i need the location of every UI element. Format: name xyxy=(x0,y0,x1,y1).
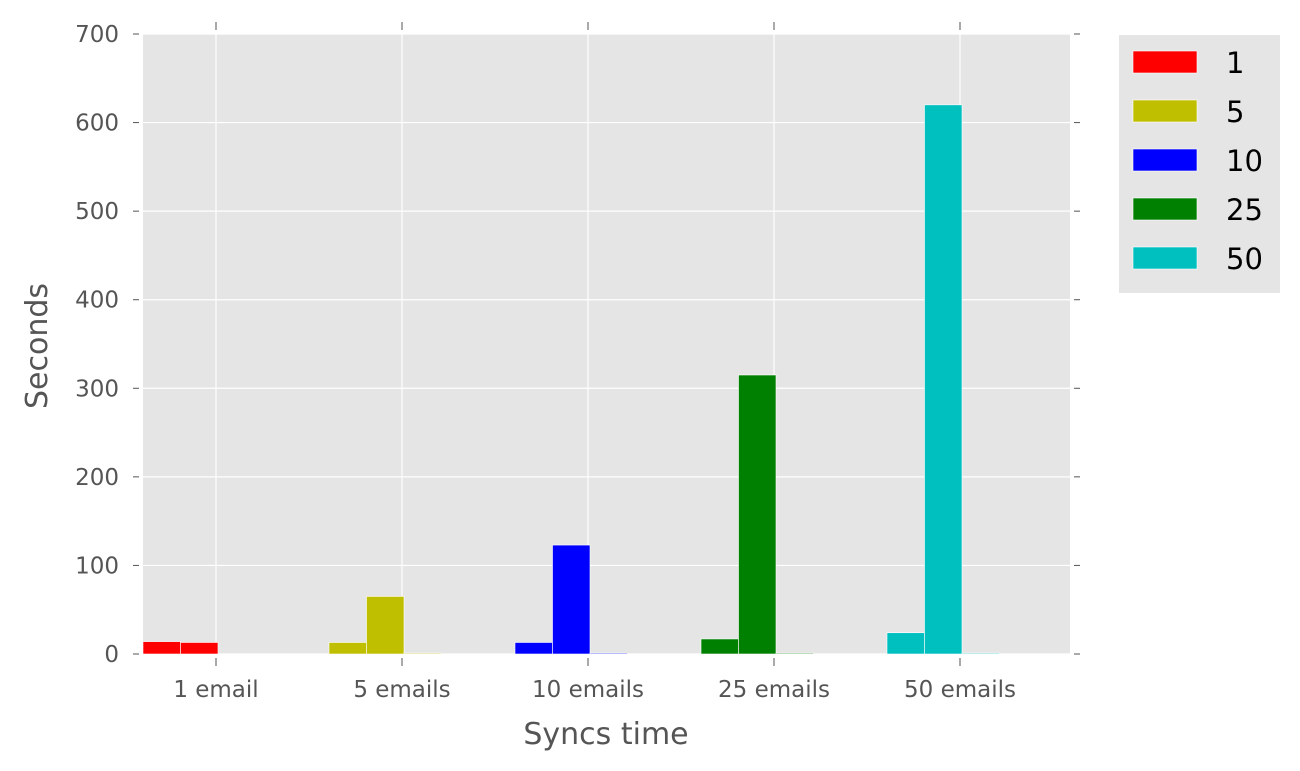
y-tick-label: 300 xyxy=(75,376,119,402)
x-tick-label: 25 emails xyxy=(718,677,830,703)
legend-swatch-1 xyxy=(1132,50,1198,74)
y-tick-label: 200 xyxy=(75,465,119,491)
axis-ticks xyxy=(133,22,1080,666)
legend-label-5: 5 xyxy=(1226,95,1244,129)
y-tick-label: 500 xyxy=(75,199,119,225)
legend-label-10: 10 xyxy=(1226,144,1263,178)
x-tick-label: 5 emails xyxy=(353,677,450,703)
plot-background xyxy=(143,34,1070,654)
bar-50-2 xyxy=(961,652,1000,655)
bar-10-2 xyxy=(589,652,628,655)
y-tick-label: 100 xyxy=(75,553,119,579)
legend-swatch-25 xyxy=(1132,197,1198,221)
bar-50-1 xyxy=(924,104,963,655)
y-tick-label: 0 xyxy=(104,642,119,668)
bar-25-2 xyxy=(775,652,814,655)
x-tick-label: 1 email xyxy=(173,677,258,703)
legend-label-1: 1 xyxy=(1226,46,1244,80)
bar-25-1 xyxy=(738,374,777,655)
y-tick-label: 600 xyxy=(75,111,119,137)
x-tick-label: 50 emails xyxy=(904,677,1016,703)
y-tick-labels: 0 100 200 300 400 500 600 700 xyxy=(75,22,119,668)
y-tick-label: 700 xyxy=(75,22,119,48)
bar-5-2 xyxy=(403,652,442,655)
bar-10-1 xyxy=(552,544,591,655)
bars xyxy=(142,104,1000,655)
bar-10-0 xyxy=(514,642,553,655)
bar-1-1 xyxy=(180,642,219,655)
legend: 1 5 10 25 50 xyxy=(1119,35,1280,293)
legend-label-25: 25 xyxy=(1226,193,1263,227)
bar-5-1 xyxy=(366,596,405,655)
bar-5-0 xyxy=(328,642,367,655)
y-axis-title: Seconds xyxy=(20,283,55,409)
bar-1-0 xyxy=(142,641,181,655)
x-tick-label: 10 emails xyxy=(532,677,644,703)
bar-25-0 xyxy=(700,638,739,655)
legend-swatch-50 xyxy=(1132,246,1198,270)
x-tick-labels: 1 email 5 emails 10 emails 25 emails 50 emai… xyxy=(173,677,1016,703)
y-tick-label: 400 xyxy=(75,288,119,314)
x-axis-title: Syncs time xyxy=(523,717,688,752)
legend-swatch-10 xyxy=(1132,148,1198,172)
legend-swatch-5 xyxy=(1132,99,1198,123)
legend-label-50: 50 xyxy=(1226,242,1263,276)
bar-50-0 xyxy=(886,632,925,655)
